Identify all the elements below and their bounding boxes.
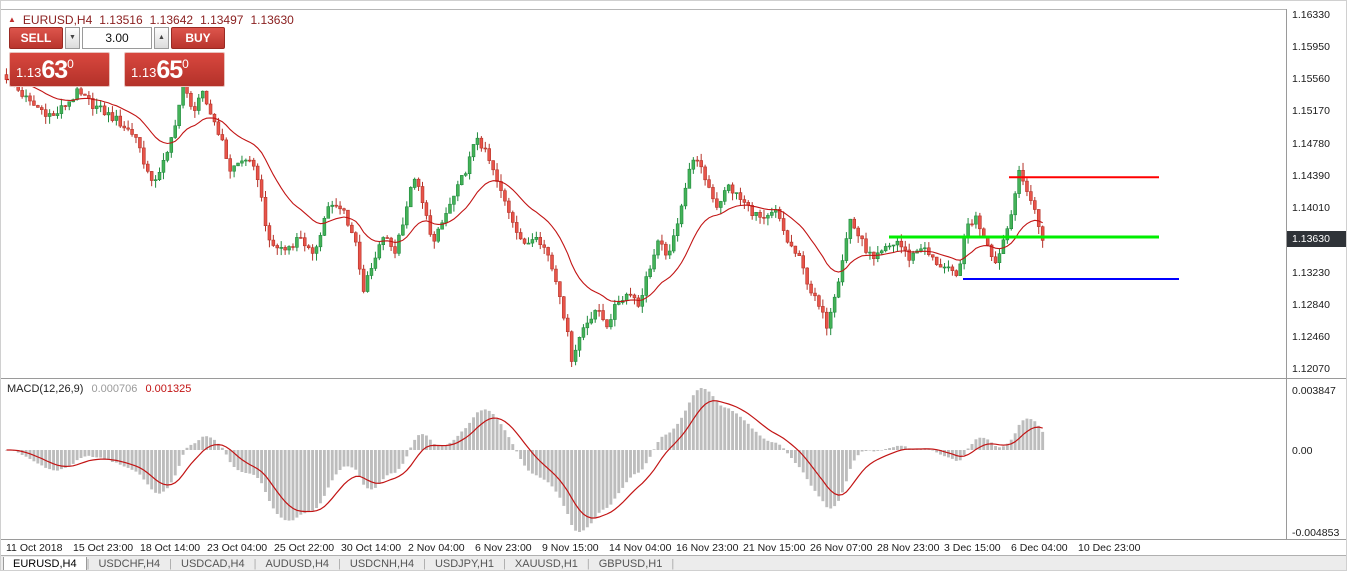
time-axis-label: 15 Oct 23:00 xyxy=(73,542,134,554)
sell-button[interactable]: SELL xyxy=(9,27,63,49)
ohlc-open: 1.13516 xyxy=(99,13,143,27)
time-axis-label: 28 Nov 23:00 xyxy=(877,542,940,554)
chart-tab-usdcad-h4[interactable]: USDCAD,H4 xyxy=(181,557,245,570)
trade-panel-quotes: 1.13 63 0 1.13 65 0 xyxy=(9,52,225,87)
tab-separator: | xyxy=(253,558,257,570)
main-chart-panel: ▲ EURUSD,H4 1.13516 1.13642 1.13497 1.13… xyxy=(1,9,1286,378)
time-axis-label: 3 Dec 15:00 xyxy=(944,542,1001,554)
candlestick-chart[interactable] xyxy=(1,10,1286,379)
tab-separator: | xyxy=(671,558,675,570)
chart-tab-xauusd-h1[interactable]: XAUUSD,H1 xyxy=(514,557,578,570)
macd-indicator-panel: MACD(12,26,9) 0.000706 0.001325 xyxy=(1,378,1286,539)
trade-panel-controls: SELL ▼ ▲ BUY xyxy=(9,27,225,49)
time-axis-label: 14 Nov 04:00 xyxy=(609,542,672,554)
price-axis-label: 1.13230 xyxy=(1292,266,1330,279)
price-axis-label: 1.15560 xyxy=(1292,72,1330,85)
price-axis-label: 1.12460 xyxy=(1292,330,1330,343)
tab-separator: | xyxy=(338,558,341,570)
price-axis-label: 1.16330 xyxy=(1292,9,1330,21)
price-axis[interactable]: 1.13630 1.16330 1.15950 1.15560 1.15170 1.14… xyxy=(1286,9,1346,378)
time-axis-label: 10 Dec 23:00 xyxy=(1078,542,1141,554)
time-axis[interactable]: 11 Oct 2018 15 Oct 23:00 18 Oct 14:00 23 Oc… xyxy=(1,539,1346,555)
buy-price-big-digits: 65 xyxy=(156,56,183,84)
volume-input[interactable] xyxy=(82,27,152,49)
macd-axis[interactable]: 0.003847 0.00 -0.004853 xyxy=(1286,378,1346,539)
macd-title: MACD(12,26,9) 0.000706 0.001325 xyxy=(7,383,191,395)
chart-tab-usdchf-h4[interactable]: USDCHF,H4 xyxy=(98,557,161,570)
tab-separator: | xyxy=(86,558,90,570)
chart-tab-audusd-h4[interactable]: AUDUSD,H4 xyxy=(265,557,330,570)
time-axis-label: 26 Nov 07:00 xyxy=(810,542,873,554)
sell-price-pip-digit: 0 xyxy=(67,57,74,71)
price-axis-label: 1.14390 xyxy=(1292,170,1330,183)
one-click-trading-panel: SELL ▼ ▲ BUY 1.13 63 0 1.13 65 0 xyxy=(9,27,225,87)
macd-main-value: 0.000706 xyxy=(91,383,138,395)
time-axis-label: 6 Nov 23:00 xyxy=(475,542,532,554)
up-triangle-icon: ▲ xyxy=(8,15,16,24)
sell-price-big-digits: 63 xyxy=(41,56,68,84)
ohlc-high: 1.13642 xyxy=(149,13,194,27)
volume-decrease-button[interactable]: ▼ xyxy=(65,27,80,49)
time-axis-label: 11 Oct 2018 xyxy=(6,542,63,554)
macd-axis-label: -0.004853 xyxy=(1292,527,1340,539)
price-axis-label: 1.12840 xyxy=(1292,299,1330,311)
buy-price-button[interactable]: 1.13 65 0 xyxy=(124,52,225,87)
macd-axis-label: 0.00 xyxy=(1292,445,1313,457)
tab-separator: | xyxy=(169,558,173,570)
time-axis-label: 2 Nov 04:00 xyxy=(408,542,465,554)
time-axis-label: 16 Nov 23:00 xyxy=(676,542,739,554)
time-axis-label: 30 Oct 14:00 xyxy=(341,542,402,554)
tab-separator: | xyxy=(586,558,590,570)
price-axis-label: 1.14780 xyxy=(1292,137,1330,150)
time-axis-label: 23 Oct 04:00 xyxy=(207,542,268,554)
price-axis-label: 1.12070 xyxy=(1292,363,1330,375)
time-axis-label: 21 Nov 15:00 xyxy=(743,542,806,554)
chart-title: ▲ EURUSD,H4 1.13516 1.13642 1.13497 1.13… xyxy=(8,13,294,27)
chart-tab-usdjpy-h1[interactable]: USDJPY,H1 xyxy=(434,557,495,570)
macd-axis-label: 0.003847 xyxy=(1292,385,1336,397)
buy-button[interactable]: BUY xyxy=(171,27,225,49)
chart-symbol-label: EURUSD,H4 xyxy=(22,13,93,27)
sell-price-prefix: 1.13 xyxy=(16,65,42,80)
time-axis-label: 25 Oct 22:00 xyxy=(274,542,335,554)
price-axis-label: 1.15950 xyxy=(1292,40,1330,53)
macd-label: MACD(12,26,9) xyxy=(7,383,84,395)
tab-separator: | xyxy=(423,558,426,570)
chart-tab-bar: EURUSD,H4 | USDCHF,H4 | USDCAD,H4 | AUDUSD,H4 |… xyxy=(1,555,1346,570)
chart-tab-gbpusd-h1[interactable]: GBPUSD,H1 xyxy=(598,557,663,570)
macd-signal-value: 0.001325 xyxy=(145,383,192,395)
macd-chart[interactable] xyxy=(1,380,1286,540)
tab-separator: | xyxy=(503,558,506,570)
time-axis-label: 18 Oct 14:00 xyxy=(140,542,201,554)
chart-tab-usdcnh-h4[interactable]: USDCNH,H4 xyxy=(349,557,415,570)
price-axis-label: 1.14010 xyxy=(1292,201,1330,214)
ohlc-low: 1.13497 xyxy=(200,13,244,27)
time-axis-label: 9 Nov 15:00 xyxy=(542,542,599,554)
sell-price-button[interactable]: 1.13 63 0 xyxy=(9,52,110,87)
chart-tab-eurusd-h4[interactable]: EURUSD,H4 xyxy=(3,556,87,570)
ohlc-close: 1.13630 xyxy=(250,13,294,27)
volume-increase-button[interactable]: ▲ xyxy=(154,27,169,49)
buy-price-pip-digit: 0 xyxy=(182,57,189,71)
time-axis-label: 6 Dec 04:00 xyxy=(1011,542,1068,554)
buy-price-prefix: 1.13 xyxy=(131,65,157,80)
current-price-badge: 1.13630 xyxy=(1287,231,1346,248)
price-axis-label: 1.15170 xyxy=(1292,105,1330,118)
